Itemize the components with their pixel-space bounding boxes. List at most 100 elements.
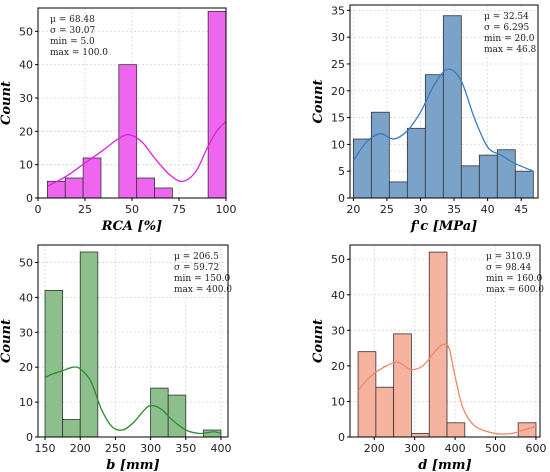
histogram-bar — [47, 180, 66, 199]
histogram-bar — [424, 74, 444, 199]
stats-line: max = 400.0 — [174, 285, 232, 295]
x-tick-label: 25 — [78, 203, 92, 216]
histogram-bar — [357, 351, 377, 438]
x-tick-label: 250 — [105, 442, 126, 455]
histogram-bar — [411, 433, 430, 438]
histogram-bar — [118, 64, 138, 199]
y-axis-label: Count — [0, 81, 14, 125]
chart-rca: 0 25 50 75 100 0 10 20 30 40 50 RCA [%] Count μ = 68.… — [0, 7, 237, 234]
y-tick-label: 20 — [331, 360, 345, 373]
histogram-bar — [154, 187, 173, 199]
y-tick-label: 50 — [19, 25, 33, 38]
x-tick-label: 40 — [481, 203, 495, 216]
y-tick-label: 30 — [19, 92, 33, 105]
y-tick-label: 0 — [26, 431, 33, 444]
kde-curve — [44, 366, 222, 435]
plot-frame — [37, 244, 229, 438]
y-tick-label: 30 — [331, 324, 345, 337]
plot-frame — [349, 4, 539, 199]
stats-line: min = 160.0 — [486, 274, 543, 284]
y-tick-label: 25 — [331, 58, 345, 71]
x-tick-label: 300 — [140, 442, 161, 455]
y-tick-label: 20 — [19, 361, 33, 374]
x-tick-label: 45 — [514, 203, 528, 216]
y-tick-label: 10 — [19, 159, 33, 172]
x-tick-label: 25 — [380, 203, 394, 216]
histogram-bar — [388, 181, 408, 199]
stats-line: max = 600.0 — [486, 285, 544, 295]
y-tick-label: 20 — [19, 125, 33, 138]
x-tick-label: 75 — [172, 203, 186, 216]
x-tick-label: 30 — [414, 203, 428, 216]
x-tick-label: 400 — [210, 442, 231, 455]
stats-line: min = 150.0 — [174, 274, 231, 284]
x-tick-label: 200 — [70, 442, 91, 455]
chart-d: 200 300 400 500 600 0 10 20 30 40 50 d [mm] Count μ =… — [311, 244, 546, 472]
histogram-bar — [82, 157, 102, 199]
x-axis-label: b [mm] — [106, 458, 159, 472]
chart-b: 150 200 250 300 350 400 0 10 20 30 40 50 b [mm] Count… — [0, 244, 232, 472]
y-tick-label: 50 — [19, 256, 33, 269]
y-tick-label: 15 — [331, 112, 345, 125]
histogram-bar — [517, 422, 537, 438]
stats-line: σ = 6.295 — [484, 23, 529, 33]
y-axis-label: Count — [311, 319, 326, 363]
y-axis-label: Count — [311, 80, 326, 124]
x-axis-label: RCA [%] — [101, 219, 162, 234]
x-tick-label: 150 — [35, 442, 56, 455]
x-tick-label: 35 — [447, 203, 461, 216]
histogram-bar — [496, 149, 516, 199]
x-axis-label: d [mm] — [418, 458, 471, 472]
histogram-bar — [62, 419, 81, 438]
histogram-bar — [370, 111, 390, 199]
y-axis-label: Count — [0, 319, 14, 363]
stats-line: μ = 32.54 — [484, 12, 529, 22]
chart-fc: 20 25 30 35 40 45 0 5 10 15 20 25 30 35 f'c [MPa] Count… — [311, 4, 539, 234]
x-axis-label: f'c [MPa] — [410, 219, 478, 234]
kde-curve — [47, 120, 227, 187]
y-tick-label: 10 — [19, 396, 33, 409]
histogram-bar — [207, 10, 227, 199]
histogram-bar — [478, 154, 498, 199]
y-tick-label: 40 — [331, 289, 345, 302]
x-tick-label: 300 — [404, 442, 425, 455]
stats-line: min = 5.0 — [50, 37, 95, 47]
x-tick-label: 20 — [346, 203, 360, 216]
y-tick-label: 30 — [331, 31, 345, 44]
stats-line: max = 46.8 — [484, 45, 537, 55]
y-tick-label: 35 — [331, 4, 345, 17]
y-tick-label: 10 — [331, 395, 345, 408]
y-tick-label: 40 — [19, 59, 33, 72]
stats-line: min = 20.0 — [484, 34, 535, 44]
stats-line: μ = 206.5 — [174, 252, 219, 262]
histogram-bar — [446, 422, 466, 438]
kde-curve — [352, 68, 534, 172]
histogram-bar — [442, 15, 462, 199]
plot-frame — [349, 244, 541, 438]
histogram-bar — [393, 333, 412, 438]
x-tick-label: 400 — [445, 442, 466, 455]
y-tick-label: 10 — [331, 138, 345, 151]
stats-line: max = 100.0 — [50, 48, 108, 58]
histogram-bar — [460, 165, 480, 199]
y-tick-label: 0 — [338, 431, 345, 444]
x-tick-label: 200 — [364, 442, 385, 455]
histogram-bar — [136, 177, 155, 199]
kde-curve — [357, 343, 537, 435]
y-tick-label: 50 — [331, 253, 345, 266]
histogram-bar — [167, 394, 187, 438]
y-tick-label: 0 — [338, 192, 345, 205]
x-tick-label: 0 — [35, 203, 42, 216]
histogram-bar — [375, 386, 395, 438]
histogram-bar — [44, 289, 64, 438]
y-tick-label: 40 — [19, 291, 33, 304]
x-tick-label: 100 — [216, 203, 237, 216]
stats-line: σ = 30.07 — [50, 26, 95, 36]
x-tick-label: 500 — [485, 442, 506, 455]
stats-line: μ = 310.9 — [486, 252, 531, 262]
x-tick-label: 600 — [525, 442, 546, 455]
histogram-bar — [64, 177, 84, 199]
y-tick-label: 5 — [338, 165, 345, 178]
stats-line: σ = 98.44 — [486, 263, 531, 273]
